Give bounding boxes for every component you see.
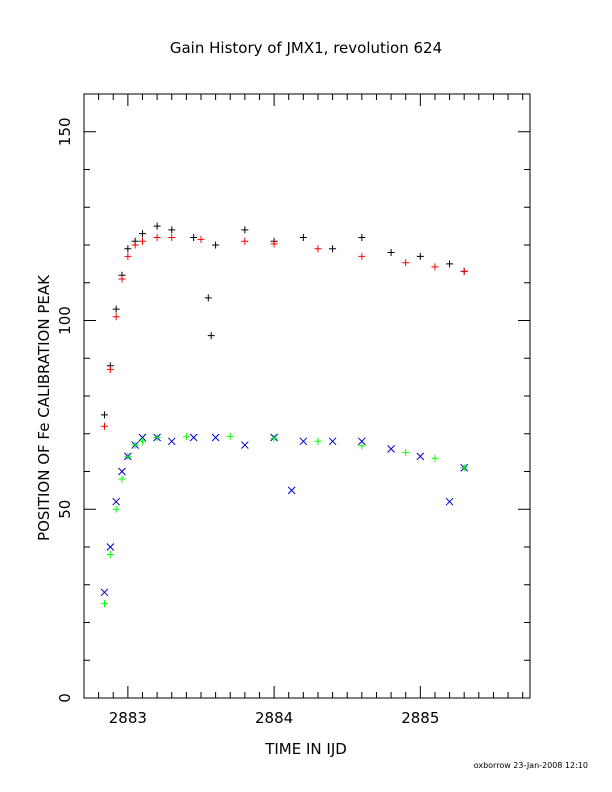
data-point [387, 444, 395, 453]
data-point [460, 464, 468, 472]
data-point [240, 441, 249, 449]
data-point [100, 411, 108, 419]
series-4 [100, 432, 468, 608]
data-marks [100, 222, 469, 608]
y-tick-label: 50 [56, 500, 74, 519]
data-point [402, 449, 410, 457]
data-point [100, 600, 108, 608]
data-point [168, 226, 176, 234]
data-point [358, 233, 366, 241]
data-point [112, 505, 120, 513]
data-point [100, 422, 108, 430]
data-point [118, 475, 126, 483]
y-tick-label: 150 [56, 117, 74, 146]
data-point [416, 452, 425, 461]
data-point [153, 233, 161, 241]
data-point [168, 233, 176, 241]
data-point [106, 366, 114, 374]
data-point [112, 313, 120, 321]
x-tick-label: 2884 [255, 709, 293, 727]
data-point [153, 222, 161, 230]
data-point [190, 233, 198, 241]
data-point [299, 233, 307, 241]
data-point [431, 454, 439, 462]
data-point [118, 275, 126, 283]
data-point [226, 432, 234, 440]
data-point [287, 486, 296, 495]
data-point [138, 237, 146, 245]
data-point [112, 305, 120, 313]
data-point [460, 267, 468, 275]
data-point [270, 240, 278, 248]
data-point [124, 245, 132, 253]
footer-timestamp: oxborrow 23-Jan-2008 12:10 [474, 761, 588, 770]
x-axis-label: TIME IN IJD [264, 740, 347, 758]
axes: 0 50 100 150 2883 2884 2885 [56, 93, 530, 727]
data-point [138, 433, 147, 442]
x-tick-label: 2883 [109, 709, 147, 727]
data-point [138, 230, 146, 238]
data-point [118, 467, 126, 476]
data-point [357, 437, 366, 446]
data-point [182, 433, 190, 441]
x-tick-label: 2885 [401, 709, 439, 727]
data-point [329, 245, 337, 253]
data-point [328, 437, 337, 446]
data-point [204, 294, 212, 302]
y-axis-label: POSITION OF Fe CALIBRATION PEAK [35, 274, 53, 541]
data-point [207, 332, 215, 340]
data-point [241, 237, 249, 245]
data-point [270, 434, 278, 442]
data-point [131, 441, 139, 449]
series-3 [100, 233, 468, 430]
data-point [153, 434, 161, 442]
data-point [241, 226, 249, 234]
data-point [167, 437, 176, 446]
data-point [106, 551, 114, 559]
y-tick-label: 100 [56, 306, 74, 335]
data-point [314, 245, 322, 253]
plot-frame [83, 93, 531, 699]
data-point [431, 263, 439, 271]
data-point [124, 252, 132, 260]
y-tick-label: 0 [56, 693, 74, 703]
data-point [106, 543, 115, 551]
data-point [416, 252, 424, 260]
data-point [124, 452, 132, 460]
data-point [358, 442, 366, 450]
data-point [197, 235, 205, 243]
data-point [314, 437, 322, 445]
series-1 [100, 222, 468, 419]
data-point [387, 249, 395, 257]
data-point [212, 241, 220, 249]
data-point [358, 252, 366, 260]
data-point [112, 497, 121, 506]
data-point [402, 259, 410, 267]
data-point [100, 588, 109, 597]
data-point [299, 437, 308, 446]
data-point [131, 241, 139, 249]
data-point [211, 433, 220, 442]
data-point [445, 497, 454, 506]
data-point [189, 433, 198, 442]
chart-title: Gain History of JMX1, revolution 624 [170, 39, 442, 57]
data-point [446, 260, 454, 268]
data-point [138, 437, 146, 445]
series-2 [100, 433, 469, 597]
